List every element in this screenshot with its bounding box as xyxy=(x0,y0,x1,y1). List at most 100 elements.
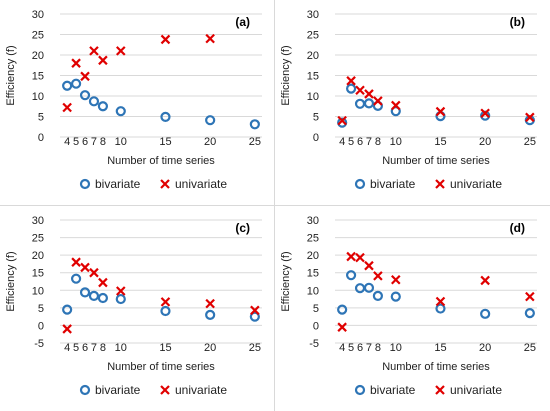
univariate-point xyxy=(355,85,365,96)
x-tick-label: 20 xyxy=(204,342,216,354)
bivariate-point xyxy=(524,308,535,319)
legend-marker-univariate xyxy=(435,179,445,189)
univariate-point xyxy=(525,112,535,123)
univariate-point xyxy=(160,34,171,45)
legend-marker-bivariate xyxy=(354,178,366,190)
y-tick-label: 30 xyxy=(307,9,319,21)
x-tick-label: 6 xyxy=(82,136,88,148)
panel-label: (c) xyxy=(235,221,250,235)
y-tick-label: 15 xyxy=(32,71,44,83)
bivariate-point xyxy=(97,101,109,112)
x-tick-label: 7 xyxy=(366,342,372,354)
bivariate-point xyxy=(345,270,357,281)
x-tick-label: 8 xyxy=(375,342,381,354)
bivariate-point xyxy=(88,290,100,302)
univariate-point xyxy=(355,252,365,263)
bivariate-point xyxy=(160,305,171,317)
univariate-point xyxy=(89,267,99,278)
x-tick-label: 10 xyxy=(390,136,402,148)
y-tick-label: 30 xyxy=(32,9,44,21)
univariate-point xyxy=(62,102,72,113)
panel-label: (a) xyxy=(235,15,250,29)
y-tick-label: 0 xyxy=(313,132,319,144)
legend-label: univariate xyxy=(450,177,502,191)
legend-marker-univariate xyxy=(160,385,170,395)
x-tick-label: 8 xyxy=(375,136,381,148)
x-axis-title: Number of time series xyxy=(107,155,215,167)
legend-label: bivariate xyxy=(370,383,416,397)
univariate-point xyxy=(80,262,90,273)
univariate-point xyxy=(80,71,90,82)
x-tick-label: 25 xyxy=(524,136,536,148)
bivariate-point xyxy=(337,304,348,315)
bivariate-point xyxy=(205,309,216,320)
univariate-point xyxy=(337,115,347,126)
univariate-point xyxy=(480,275,490,286)
legend-label: univariate xyxy=(175,383,227,397)
x-tick-label: 5 xyxy=(73,342,79,354)
y-tick-label: 0 xyxy=(313,320,319,332)
legend-marker-bivariate xyxy=(354,384,366,396)
bivariate-point xyxy=(70,78,82,89)
y-tick-label: -5 xyxy=(34,338,44,350)
bivariate-point xyxy=(115,293,126,305)
bivariate-point xyxy=(160,111,171,123)
univariate-point xyxy=(71,257,81,267)
bivariate-point xyxy=(337,117,348,128)
bivariate-point xyxy=(115,106,126,117)
x-tick-label: 7 xyxy=(91,136,97,148)
y-tick-label: 25 xyxy=(32,233,44,245)
panel-label: (d) xyxy=(510,221,525,235)
univariate-point xyxy=(160,297,171,307)
x-tick-label: 25 xyxy=(249,342,261,354)
panel-label: (b) xyxy=(510,15,525,29)
y-tick-label: 10 xyxy=(307,91,319,103)
y-axis-title: Efficiency (f) xyxy=(280,45,292,105)
univariate-point xyxy=(116,46,126,56)
legend-label: univariate xyxy=(450,383,502,397)
bivariate-point xyxy=(354,283,366,294)
legend-marker-bivariate xyxy=(79,384,91,396)
univariate-point xyxy=(116,286,126,296)
x-axis-title: Number of time series xyxy=(382,155,490,167)
x-axis-title: Number of time series xyxy=(382,361,490,373)
univariate-point xyxy=(525,291,535,302)
bivariate-point xyxy=(97,292,109,304)
bivariate-point xyxy=(205,115,216,126)
x-tick-label: 4 xyxy=(64,342,70,354)
y-tick-label: 10 xyxy=(32,285,44,297)
x-tick-label: 20 xyxy=(204,136,216,148)
x-tick-label: 5 xyxy=(348,342,354,354)
bivariate-point xyxy=(79,287,91,298)
bivariate-point xyxy=(62,304,73,315)
x-tick-label: 5 xyxy=(73,136,79,148)
panel-a: 0 5 10 15 20 25 30 4 5 6 7 8 10 15 20 25 Efficiency (f) N… xyxy=(0,0,275,205)
y-tick-label: 5 xyxy=(38,303,44,315)
x-tick-label: 20 xyxy=(479,136,491,148)
x-tick-label: 7 xyxy=(91,342,97,354)
y-tick-label: 0 xyxy=(38,320,44,332)
y-tick-label: 20 xyxy=(307,50,319,62)
y-tick-label: 30 xyxy=(307,215,319,227)
bivariate-point xyxy=(345,83,357,94)
legend-label: bivariate xyxy=(370,177,416,191)
x-tick-label: 25 xyxy=(524,342,536,354)
y-tick-label: 20 xyxy=(32,50,44,62)
y-tick-label: 25 xyxy=(32,30,44,42)
univariate-point xyxy=(71,58,81,68)
y-tick-label: 5 xyxy=(38,112,44,124)
y-tick-label: 5 xyxy=(313,112,319,124)
y-tick-label: 15 xyxy=(307,71,319,83)
x-tick-label: 8 xyxy=(100,342,106,354)
y-tick-label: -5 xyxy=(309,338,319,350)
y-tick-label: 30 xyxy=(32,215,44,227)
univariate-point xyxy=(391,274,401,285)
univariate-point xyxy=(435,106,446,117)
panel-d: -5 0 5 10 15 20 25 30 4 5 6 7 8 10 15 20 25 Efficiency (f… xyxy=(275,206,550,411)
x-tick-label: 8 xyxy=(100,136,106,148)
univariate-point xyxy=(391,100,401,111)
univariate-point xyxy=(98,55,108,66)
x-tick-label: 15 xyxy=(159,136,171,148)
panel-b: 0 5 10 15 20 25 30 4 5 6 7 8 10 15 20 25 Efficiency (f) N… xyxy=(275,0,550,205)
